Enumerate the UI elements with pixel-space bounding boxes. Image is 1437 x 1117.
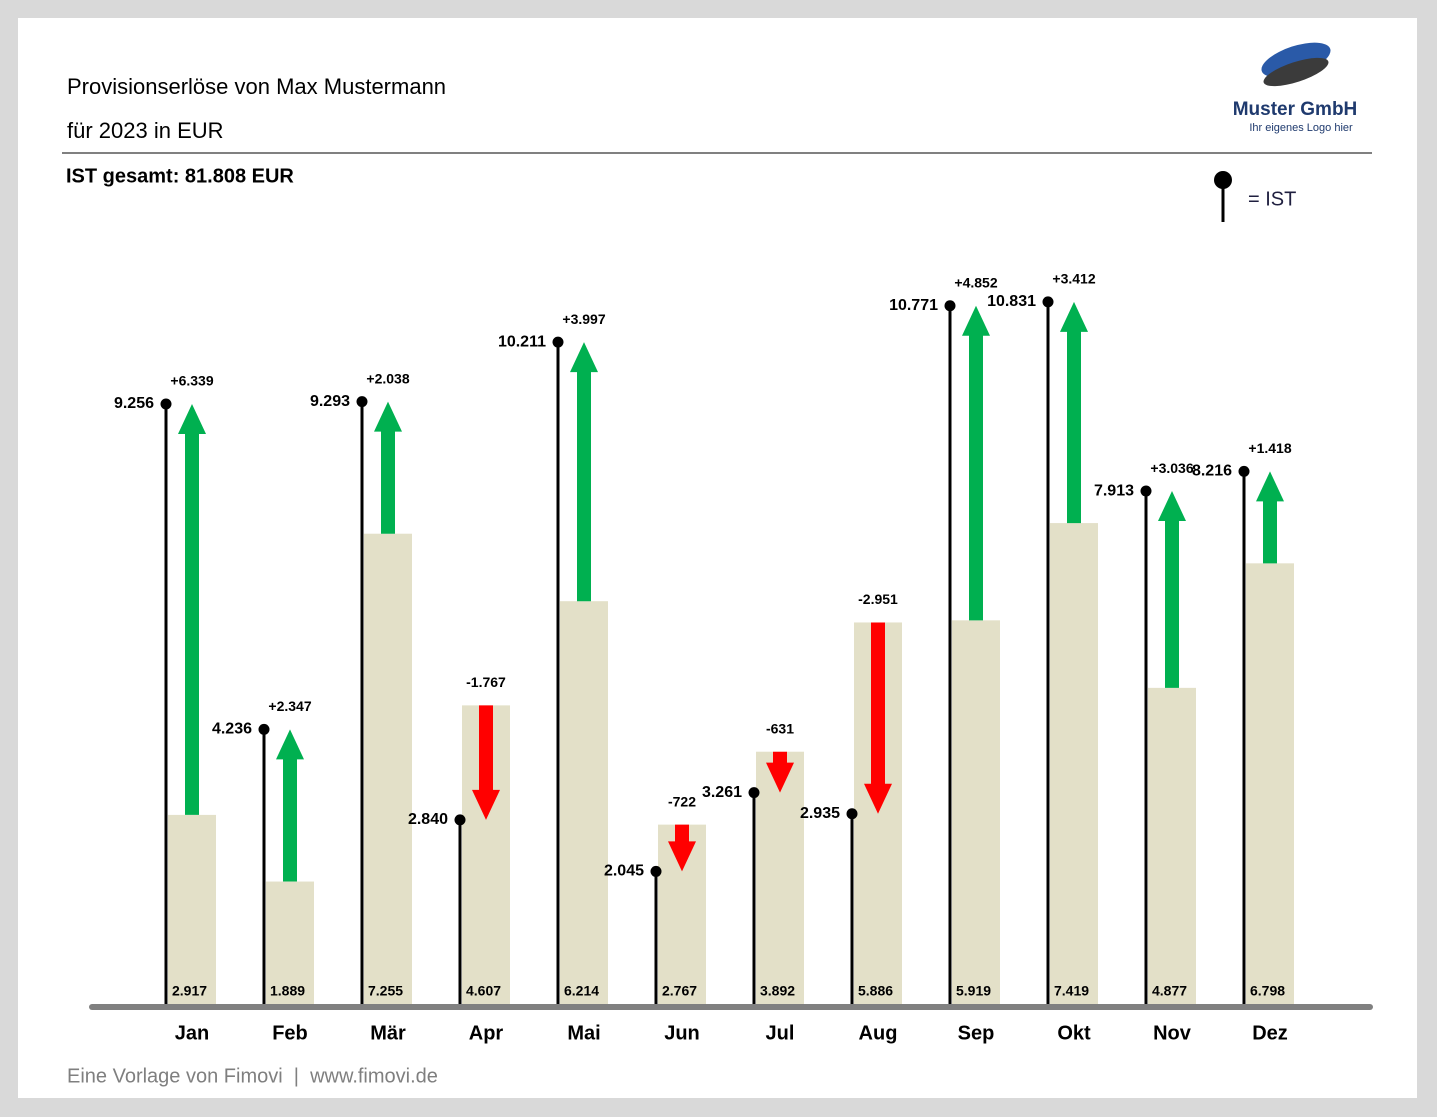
legend-dot	[1214, 171, 1232, 189]
ist-value-label: 4.236	[212, 721, 252, 738]
bar	[1246, 563, 1294, 1004]
bar	[1148, 687, 1196, 1004]
bar	[266, 881, 314, 1004]
ist-value-label: 7.913	[1094, 482, 1134, 499]
delta-label: +2.347	[268, 698, 311, 714]
ist-value-label: 2.045	[604, 863, 644, 880]
bar-value-label: 2.767	[662, 983, 697, 999]
ist-value-label: 10.211	[498, 333, 546, 350]
lollipop-dot	[1238, 465, 1250, 477]
delta-arrow	[766, 751, 794, 793]
lollipop-dot	[356, 396, 368, 408]
lollipop-dot	[1140, 485, 1152, 497]
delta-label: +3.412	[1052, 271, 1095, 287]
ist-value-label: 9.293	[310, 393, 350, 410]
total-label: IST gesamt: 81.808 EUR	[66, 165, 294, 187]
x-tick-label: Okt	[1057, 1022, 1091, 1044]
logo-tagline: Ihr eigenes Logo hier	[1249, 122, 1353, 134]
delta-arrow	[668, 824, 696, 872]
bar-value-label: 7.419	[1054, 983, 1089, 999]
bar-value-label: 5.886	[858, 983, 893, 999]
bar-value-label: 6.798	[1250, 983, 1285, 999]
x-tick-label: Jul	[766, 1022, 795, 1044]
lollipop-dot	[748, 787, 760, 799]
lollipop-dot	[650, 865, 662, 877]
lollipop-dot	[1042, 296, 1054, 308]
lollipop-dot	[846, 808, 858, 820]
lollipop-dot	[552, 336, 564, 348]
delta-arrow	[864, 622, 892, 814]
footer: Eine Vorlage von Fimovi | www.fimovi.de	[67, 1065, 438, 1087]
delta-label: +4.852	[954, 274, 997, 290]
delta-label: -1.767	[466, 674, 506, 690]
chart-subtitle: für 2023 in EUR	[67, 118, 224, 143]
delta-arrow	[1158, 491, 1186, 688]
bar-value-label: 7.255	[368, 983, 403, 999]
ist-value-label: 10.771	[889, 297, 938, 314]
delta-label: +3.997	[562, 311, 605, 327]
chart-title: Provisionserlöse von Max Mustermann	[67, 74, 446, 99]
logo-swoosh	[1263, 57, 1329, 87]
bar-value-label: 2.917	[172, 983, 207, 999]
bar-value-label: 6.214	[564, 983, 599, 999]
x-tick-label: Jun	[664, 1022, 700, 1044]
delta-label: -2.951	[858, 591, 898, 607]
delta-label: -722	[668, 793, 696, 809]
delta-label: +3.036	[1150, 460, 1193, 476]
delta-label: +6.339	[170, 373, 213, 389]
delta-label: +2.038	[366, 370, 409, 386]
bar	[756, 751, 804, 1004]
x-tick-label: Jan	[175, 1022, 209, 1044]
lollipop-dot	[258, 723, 270, 735]
lollipop-dot	[454, 814, 466, 826]
x-tick-label: Mai	[567, 1022, 600, 1044]
bar	[168, 814, 216, 1004]
delta-label: -631	[766, 720, 794, 736]
x-tick-label: Nov	[1153, 1022, 1192, 1044]
bar-value-label: 1.889	[270, 983, 305, 999]
x-tick-label: Aug	[859, 1022, 898, 1044]
bar-value-label: 5.919	[956, 983, 991, 999]
x-tick-label: Apr	[469, 1022, 504, 1044]
logo-name: Muster GmbH	[1233, 99, 1358, 120]
delta-label: +1.418	[1248, 440, 1291, 456]
delta-arrow	[962, 305, 990, 621]
x-tick-label: Feb	[272, 1022, 308, 1044]
lollipop-dot	[160, 398, 172, 410]
ist-value-label: 10.831	[987, 293, 1036, 310]
ist-value-label: 8.216	[1192, 463, 1232, 480]
delta-arrow	[472, 705, 500, 820]
bar	[560, 601, 608, 1004]
bar-value-label: 4.877	[1152, 983, 1187, 999]
ist-value-label: 2.935	[800, 805, 840, 822]
bar-value-label: 3.892	[760, 983, 795, 999]
ist-value-label: 9.256	[114, 395, 154, 412]
bar	[952, 620, 1000, 1004]
delta-arrow	[570, 342, 598, 602]
bar-value-label: 4.607	[466, 983, 501, 999]
ist-value-label: 3.261	[702, 784, 742, 801]
bar	[364, 533, 412, 1004]
logo: Muster GmbH Ihr eigenes Logo hier	[1233, 42, 1358, 134]
x-tick-label: Dez	[1252, 1022, 1288, 1044]
delta-arrow	[1060, 301, 1088, 524]
legend-label: = IST	[1248, 188, 1296, 210]
lollipop-dot	[944, 300, 956, 312]
x-tick-label: Sep	[958, 1022, 995, 1044]
delta-arrow	[1256, 471, 1284, 564]
bar	[1050, 523, 1098, 1004]
x-tick-label: Mär	[370, 1022, 406, 1044]
delta-arrow	[276, 729, 304, 882]
delta-arrow	[374, 401, 402, 534]
ist-value-label: 2.840	[408, 811, 448, 828]
legend: = IST	[1214, 171, 1296, 222]
delta-arrow	[178, 404, 206, 815]
